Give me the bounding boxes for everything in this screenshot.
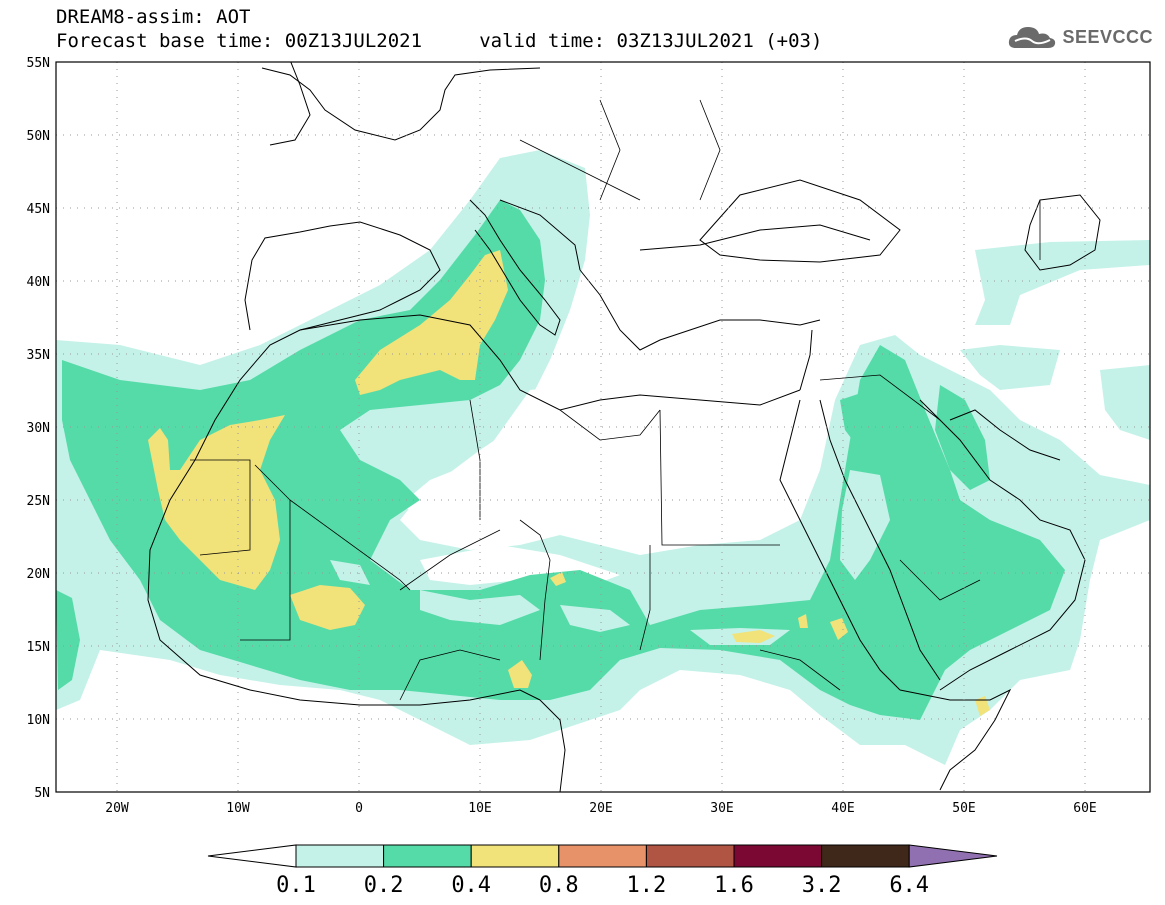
colorbar-label: 1.6 [714, 873, 754, 898]
seevccc-logo: SEEVCCC [1006, 22, 1153, 52]
colorbar-label: 0.8 [539, 873, 579, 898]
lon-tick-label: 50E [952, 801, 975, 816]
cloud-icon [1009, 27, 1056, 48]
aot-field [56, 150, 1150, 765]
lat-tick-label: 10N [27, 713, 50, 728]
map-grid [56, 62, 1150, 792]
lon-tick-label: 20E [589, 801, 612, 816]
lat-tick-label: 25N [27, 494, 50, 509]
coastlines [147, 62, 1101, 792]
lat-axis: 55N 50N 45N 40N 35N 30N 25N 20N 15N 10N … [27, 56, 50, 801]
chart-title: DREAM8-assim: AOT [56, 6, 251, 28]
lat-tick-label: 5N [34, 786, 50, 801]
lat-tick-label: 50N [27, 129, 50, 144]
colorbar-label: 3.2 [802, 873, 842, 898]
aot-contour-0.1-inner [330, 470, 890, 645]
colorbar-swatch [821, 844, 910, 868]
lon-tick-label: 40E [831, 801, 854, 816]
lat-tick-label: 30N [27, 421, 50, 436]
colorbar-under-triangle [207, 844, 297, 868]
lat-tick-label: 35N [27, 348, 50, 363]
lat-tick-label: 40N [27, 275, 50, 290]
colorbar-swatch [558, 844, 647, 868]
lon-tick-label: 60E [1073, 801, 1096, 816]
colorbar-swatch [470, 844, 560, 868]
lat-tick-label: 20N [27, 567, 50, 582]
colorbar-label: 0.1 [276, 873, 316, 898]
colorbar-swatch [733, 844, 823, 868]
colorbar-label: 1.2 [627, 873, 667, 898]
forecast-time-line: Forecast base time: 00Z13JUL2021 valid t… [56, 30, 823, 52]
lon-tick-label: 10E [468, 801, 491, 816]
colorbar-labels: 0.1 0.2 0.4 0.8 1.2 1.6 3.2 6.4 [276, 873, 929, 898]
lon-tick-label: 0 [355, 801, 363, 816]
colorbar-swatch [383, 844, 472, 868]
colorbar-label: 6.4 [889, 873, 929, 898]
lat-tick-label: 15N [27, 640, 50, 655]
lon-tick-label: 30E [710, 801, 733, 816]
country-borders [190, 99, 1041, 701]
colorbar-label: 0.4 [451, 873, 491, 898]
colorbar [207, 844, 998, 868]
lon-tick-label: 20W [105, 801, 129, 816]
map-frame [55, 61, 1151, 793]
lon-axis: 20W 10W 0 10E 20E 30E 40E 50E 60E [105, 801, 1096, 816]
colorbar-over-triangle [908, 844, 998, 868]
colorbar-label: 0.2 [364, 873, 404, 898]
lat-tick-label: 55N [27, 56, 50, 71]
aot-contour-0.4 [148, 250, 990, 716]
colorbar-swatch [295, 844, 385, 868]
colorbar-swatch [645, 844, 735, 868]
lat-tick-label: 45N [27, 202, 50, 217]
lon-tick-label: 10W [226, 801, 250, 816]
logo-text: SEEVCCC [1062, 26, 1153, 47]
